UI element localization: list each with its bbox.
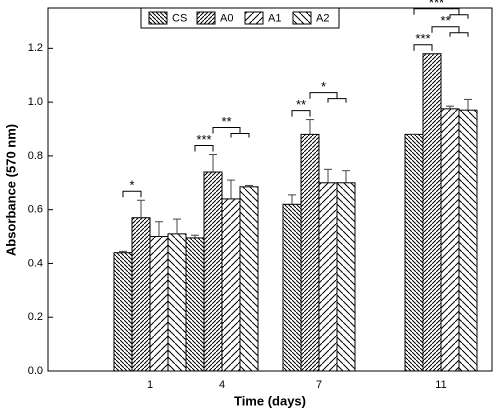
bar (221, 198, 241, 372)
x-axis-title: Time (days) (234, 393, 306, 408)
significance-bracket (413, 8, 469, 19)
bar (300, 133, 320, 372)
error-bar (342, 170, 350, 183)
bar (336, 182, 356, 372)
y-tick-label: 0.8 (28, 150, 43, 162)
bar (404, 133, 424, 372)
bar (440, 108, 460, 372)
error-bar (155, 221, 163, 237)
legend-swatch (244, 11, 264, 25)
legend-box (140, 7, 340, 29)
x-tick-label: 4 (219, 379, 225, 391)
error-bar (173, 218, 181, 234)
y-tick-label: 1.2 (28, 42, 43, 54)
error-bar (227, 179, 235, 199)
significance-bracket (122, 190, 142, 198)
significance-label: ** (296, 97, 306, 112)
x-tick-label: 11 (435, 379, 446, 391)
bar (167, 233, 187, 372)
error-bar (245, 184, 253, 187)
significance-label: *** (429, 0, 444, 10)
error-bar (464, 98, 472, 111)
y-tick-label: 0.2 (28, 311, 43, 323)
y-tick-label: 1.0 (28, 96, 43, 108)
error-bar (324, 168, 332, 183)
significance-bracket (212, 127, 250, 138)
significance-bracket (413, 44, 433, 51)
legend-swatch (292, 11, 312, 25)
legend-swatch (148, 11, 168, 25)
error-bar (191, 234, 199, 238)
significance-label: * (321, 79, 326, 94)
significance-label: * (129, 178, 134, 193)
bar (113, 252, 133, 372)
error-bar (209, 154, 217, 173)
bar (149, 236, 169, 372)
bar (458, 109, 478, 372)
significance-label: *** (415, 31, 430, 46)
significance-bracket (431, 26, 469, 37)
error-bar (119, 250, 127, 253)
legend-label: A1 (268, 12, 281, 24)
x-tick-label: 1 (147, 379, 153, 391)
legend-swatch (196, 11, 216, 25)
y-tick-label: 0.0 (28, 365, 43, 377)
significance-label: *** (196, 132, 211, 147)
error-bar (306, 119, 314, 135)
bar (422, 53, 442, 372)
error-bar (288, 194, 296, 205)
bar (203, 171, 223, 372)
significance-bracket (194, 145, 214, 152)
bar (239, 186, 259, 372)
significance-bracket (309, 92, 347, 103)
bar (185, 237, 205, 372)
significance-label: ** (440, 13, 450, 28)
error-bar (137, 199, 145, 218)
y-tick-label: 0.4 (28, 257, 43, 269)
significance-label: ** (221, 114, 231, 129)
error-bar (446, 105, 454, 109)
bar (282, 203, 302, 372)
legend-label: A0 (220, 12, 233, 24)
y-tick-label: 0.6 (28, 204, 43, 216)
legend-label: A2 (316, 12, 329, 24)
x-tick-label: 7 (316, 379, 322, 391)
bar (318, 182, 338, 372)
bar (131, 217, 151, 372)
y-axis-title: Absorbance (570 nm) (3, 124, 18, 256)
significance-bracket (291, 110, 311, 117)
legend-label: CS (172, 12, 187, 24)
